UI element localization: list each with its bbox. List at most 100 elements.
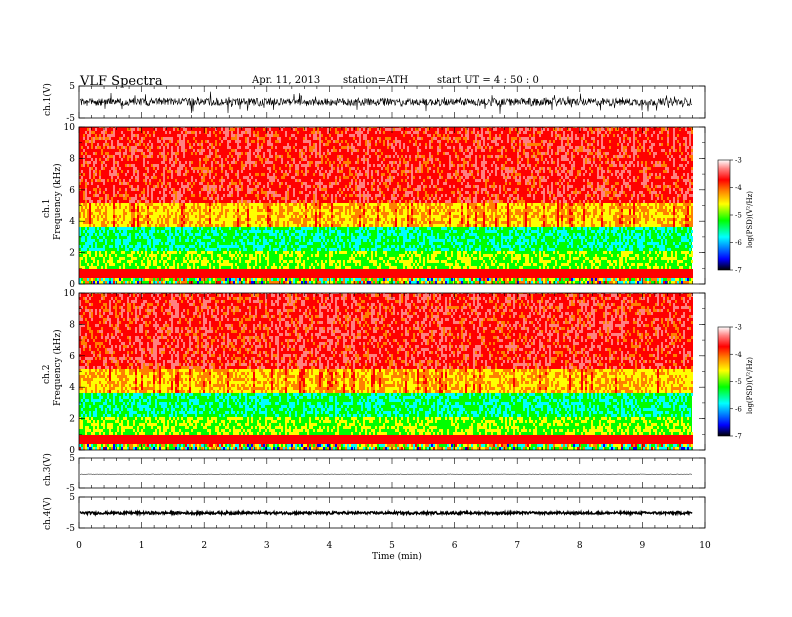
spectrogram-cell (115, 134, 117, 137)
spectrogram-cell (269, 275, 271, 278)
spectrogram-cell (247, 128, 249, 131)
spectrogram-cell (149, 281, 151, 284)
spectrogram-cell (275, 127, 277, 128)
spectrogram-cell (283, 158, 285, 161)
spectrogram-cell (267, 170, 269, 173)
spectrogram-cell (297, 127, 299, 128)
spectrogram-cell (187, 127, 189, 128)
spectrogram-cell (93, 209, 95, 212)
spectrogram-cell (151, 185, 153, 188)
spectrogram-cell (235, 203, 237, 206)
spectrogram-cell (241, 218, 243, 221)
spectrogram-cell (209, 218, 211, 221)
spectrogram-cell (267, 275, 269, 278)
spectrogram-cell (125, 137, 127, 140)
spectrogram-cell (255, 179, 257, 182)
spectrogram-cell (151, 275, 153, 278)
spectrogram-cell (79, 215, 81, 218)
spectrogram-cell (117, 176, 119, 179)
spectrogram-cell (293, 248, 295, 251)
spectrogram-cell (135, 200, 137, 203)
spectrogram-cell (169, 182, 171, 185)
spectrogram-cell (287, 131, 289, 134)
spectrogram-cell (147, 164, 149, 167)
spectrogram-cell (87, 176, 89, 179)
spectrogram-cell (275, 185, 277, 188)
spectrogram-cell (253, 275, 255, 278)
spectrogram-cell (103, 185, 105, 188)
spectrogram-cell (201, 203, 203, 206)
spectrogram-cell (163, 251, 165, 254)
spectrogram-cell (119, 167, 121, 170)
spectrogram-cell (175, 188, 177, 191)
spectrogram-cell (289, 143, 291, 146)
spectrogram-cell (263, 173, 265, 176)
spectrogram-cell (275, 197, 277, 200)
spectrogram-cell (273, 191, 275, 194)
spectrogram-cell (165, 155, 167, 158)
spectrogram-cell (177, 206, 179, 209)
spectrogram-cell (207, 143, 209, 146)
spectrogram-cell (279, 152, 281, 155)
spectrogram-cell (187, 197, 189, 200)
spectrogram-cell (117, 191, 119, 194)
spectrogram-cell (81, 236, 83, 239)
spectrogram-cell (277, 146, 279, 149)
spectrogram-cell (167, 182, 169, 185)
spectrogram-cell (181, 170, 183, 173)
spectrogram-cell (111, 224, 113, 227)
spectrogram-cell (121, 233, 123, 236)
spectrogram-cell (81, 239, 83, 242)
spectrogram-cell (299, 248, 301, 251)
spectrogram-cell (211, 230, 213, 233)
spectrogram-cell (101, 140, 103, 143)
spectrogram-cell (99, 134, 101, 137)
spectrogram-cell (229, 227, 231, 230)
spectrogram-cell (277, 221, 279, 224)
spectrogram-cell (259, 176, 261, 179)
spectrogram-cell (145, 221, 147, 224)
spectrogram-cell (109, 224, 111, 227)
spectrogram-cell (263, 167, 265, 170)
spectrogram-cell (125, 218, 127, 221)
spectrogram-cell (187, 248, 189, 251)
spectrogram-cell (243, 137, 245, 140)
spectrogram-cell (231, 206, 233, 209)
spectrogram-cell (159, 164, 161, 167)
spectrogram-cell (243, 182, 245, 185)
spectrogram-cell (249, 149, 251, 152)
spectrogram-cell (243, 272, 245, 275)
spectrogram-cell (129, 155, 131, 158)
spectrogram-cell (189, 179, 191, 182)
spectrogram-cell (267, 200, 269, 203)
spectrogram-cell (93, 152, 95, 155)
spectrogram-cell (101, 227, 103, 230)
spectrogram-cell (169, 164, 171, 167)
spectrogram-cell (149, 173, 151, 176)
spectrogram-cell (285, 260, 287, 263)
spectrogram-cell (219, 182, 221, 185)
spectrogram-cell (159, 224, 161, 227)
spectrogram-cell (171, 134, 173, 137)
spectrogram-cell (123, 149, 125, 152)
spectrogram-cell (83, 164, 85, 167)
spectrogram-cell (181, 143, 183, 146)
spectrogram-cell (189, 140, 191, 143)
spectrogram-cell (207, 158, 209, 161)
spectrogram-cell (219, 209, 221, 212)
spectrogram-cell (85, 242, 87, 245)
spectrogram-cell (133, 194, 135, 197)
spectrogram-cell (197, 212, 199, 215)
spectrogram-cell (201, 269, 203, 272)
spectrogram-cell (265, 140, 267, 143)
spectrogram-cell (223, 140, 225, 143)
spectrogram-cell (173, 146, 175, 149)
spectrogram-cell (159, 128, 161, 131)
spectrogram-cell (97, 191, 99, 194)
spectrogram-cell (87, 167, 89, 170)
spectrogram-cell (177, 269, 179, 272)
spectrogram-cell (275, 236, 277, 239)
spectrogram-cell (235, 191, 237, 194)
spectrogram-cell (201, 140, 203, 143)
spectrogram-cell (137, 176, 139, 179)
